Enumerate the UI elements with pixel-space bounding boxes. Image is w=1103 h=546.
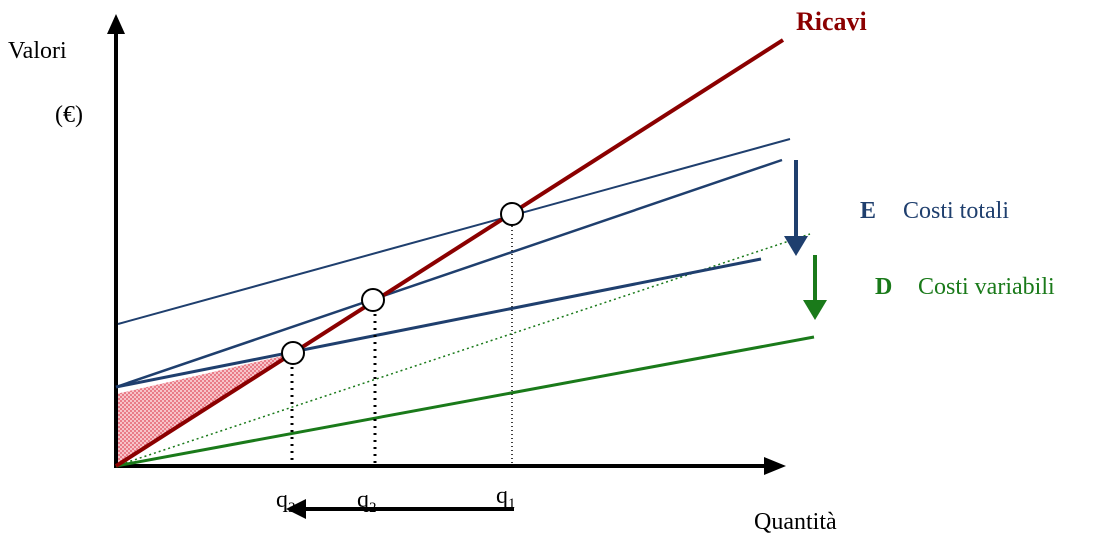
break-even-point-q3: [281, 341, 305, 365]
costi-totali-line-middle: [115, 158, 783, 389]
costi-totali-letter: E: [860, 198, 876, 224]
ricavi-line: [114, 38, 785, 468]
y-axis-label: Valori: [8, 38, 67, 64]
y-axis-arrowhead: [107, 14, 125, 34]
y-axis-unit: (€): [55, 102, 83, 128]
ricavi-label: Ricavi: [796, 7, 867, 36]
costi-totali-line-lower: [115, 257, 762, 389]
costi-variabili-line-old: [115, 233, 811, 467]
quantity-shift-arrowhead: [286, 499, 306, 519]
costi-totali-label: Costi totali: [903, 198, 1009, 224]
costi-variabili-line-new: [115, 335, 815, 468]
break-even-point-q2: [361, 288, 385, 312]
costi-variabili-shift-arrowhead: [803, 300, 827, 320]
tick-label-q3: q3: [276, 487, 296, 516]
x-axis-label: Quantità: [754, 509, 837, 535]
x-axis-arrowhead: [764, 457, 786, 475]
tick-label-q2: q2: [357, 487, 377, 516]
break-even-point-q1: [500, 202, 524, 226]
tick-label-q1: q1: [496, 483, 516, 512]
costi-variabili-label: Costi variabili: [918, 274, 1055, 300]
costi-variabili-letter: D: [875, 274, 892, 300]
costi-totali-line-upper: [117, 138, 791, 325]
costi-totali-shift-arrowhead: [784, 236, 808, 256]
